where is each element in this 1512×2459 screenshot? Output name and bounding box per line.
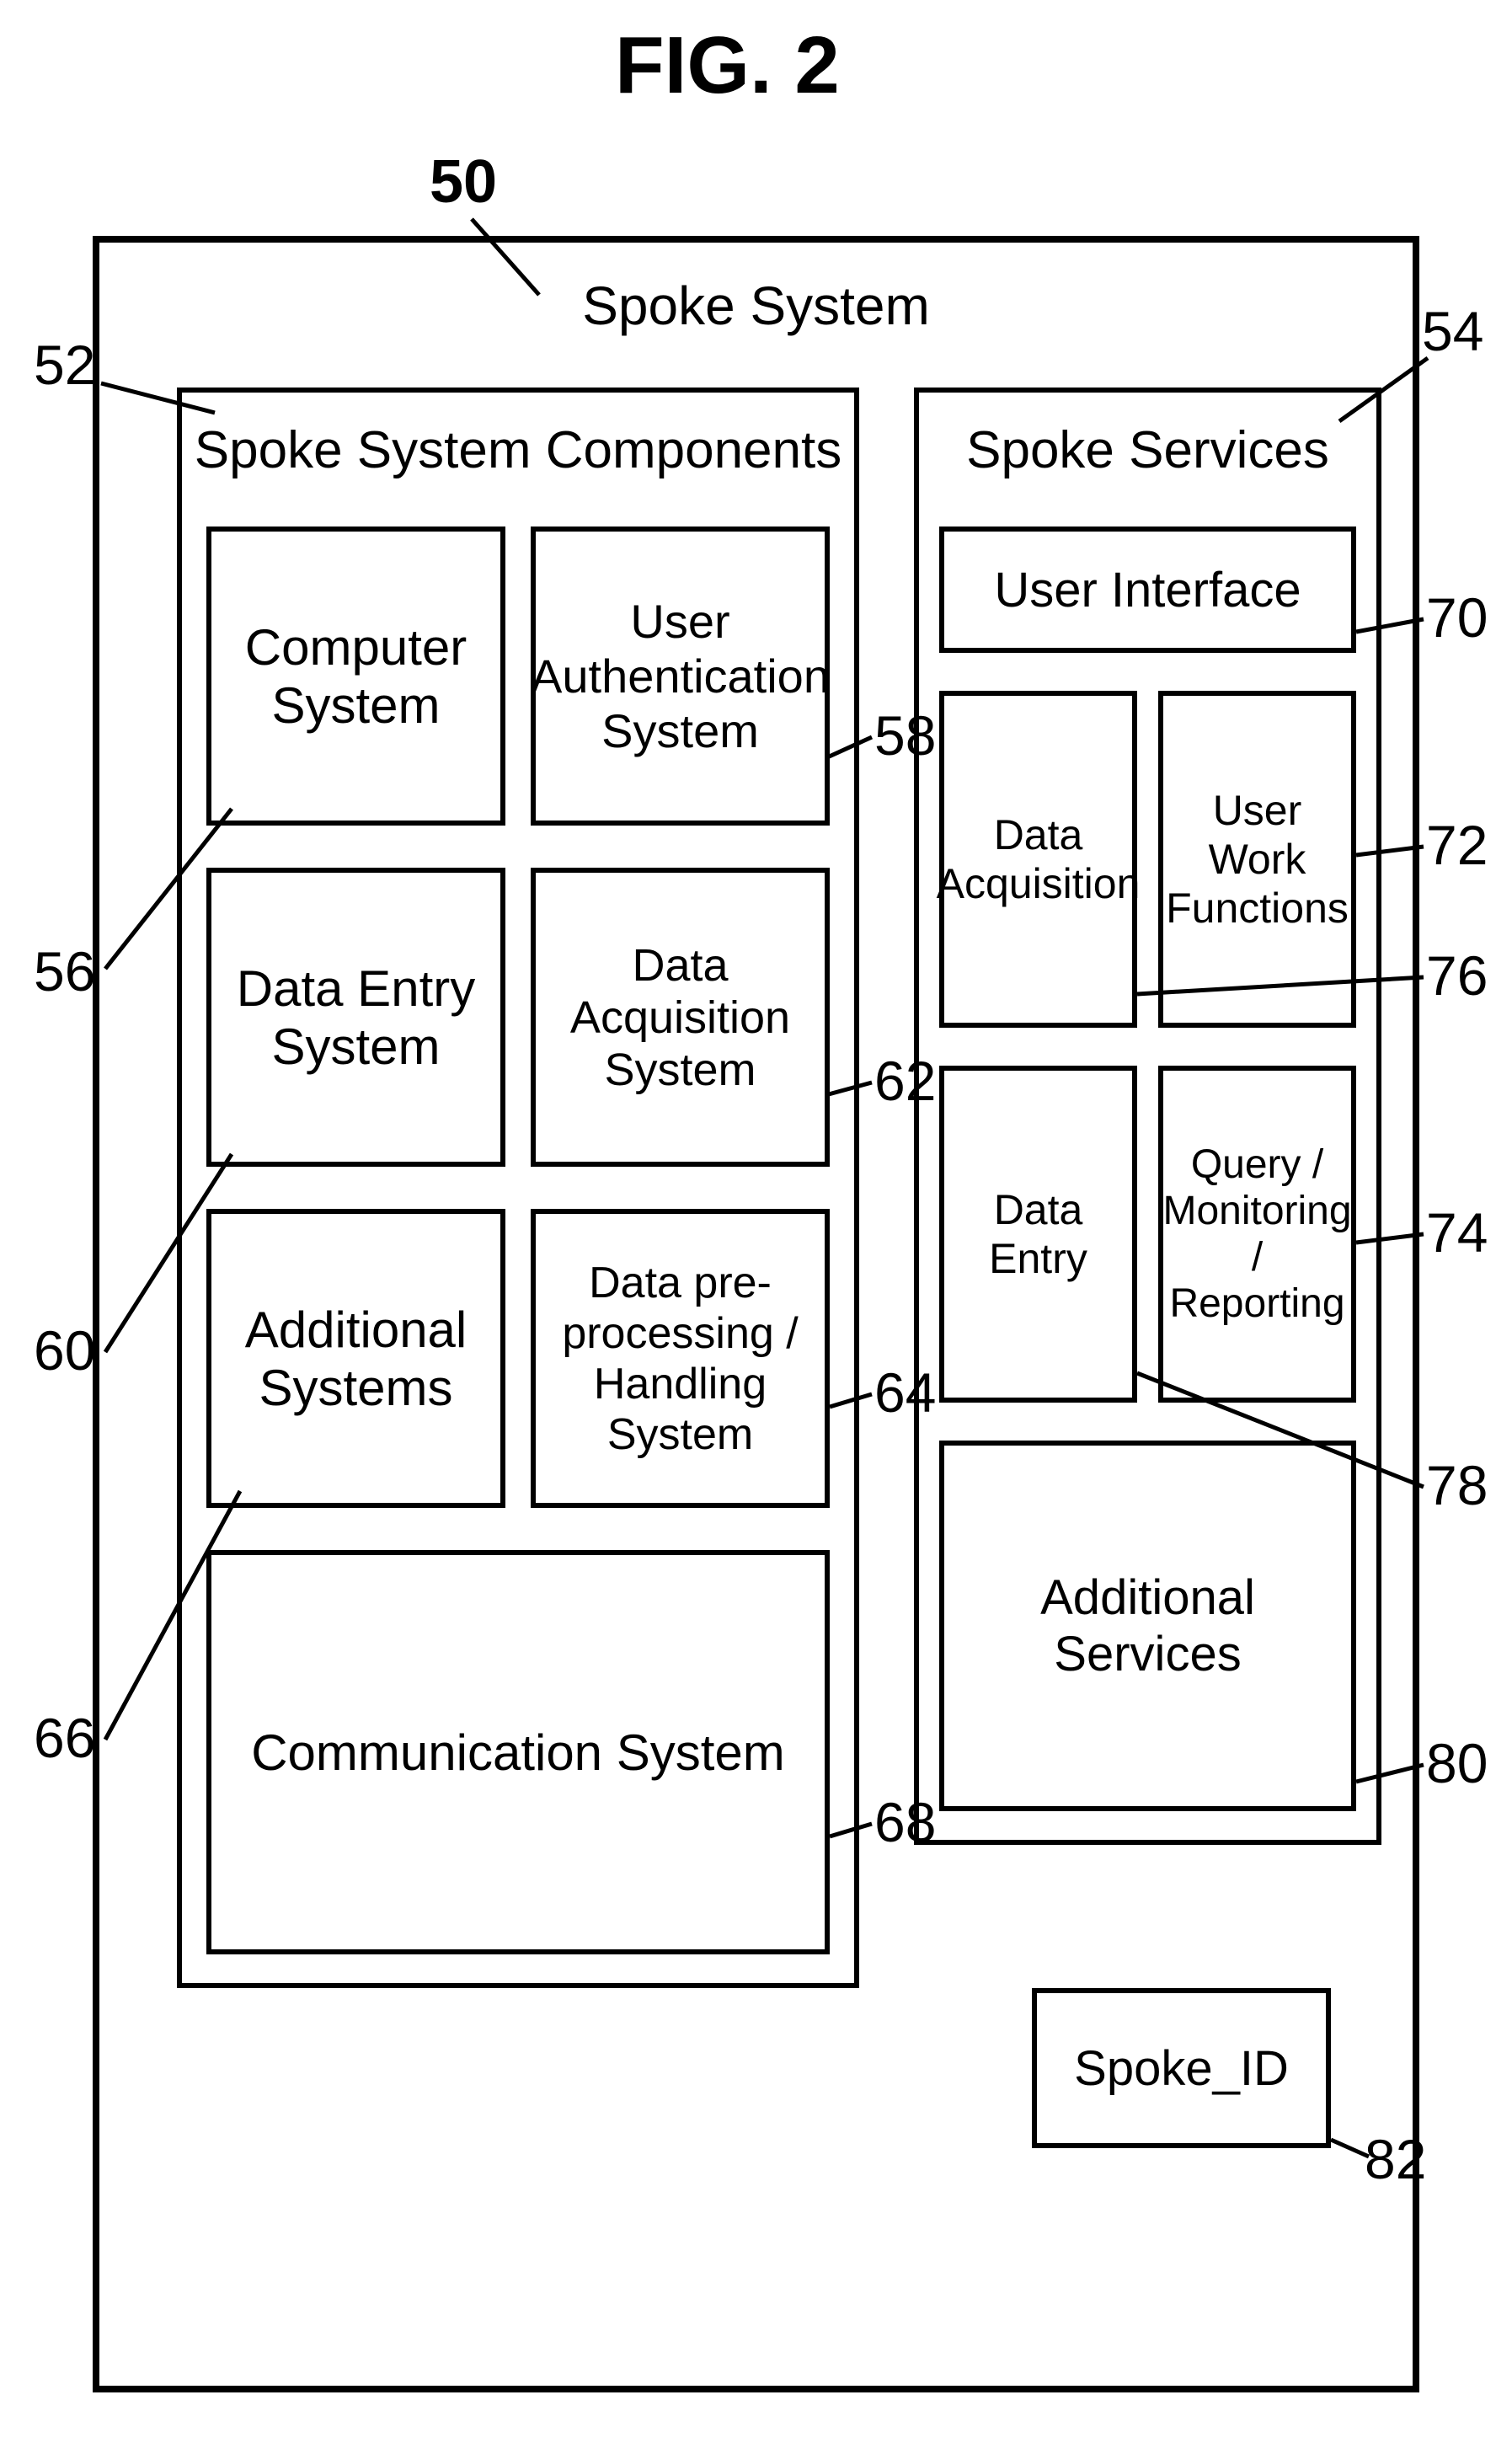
spoke-system-label: Spoke System [99,276,1413,335]
data-entry-system-label: Data Entry System [237,960,475,1076]
components-panel-title: Spoke System Components [182,422,854,479]
user-auth-label: User Authentication System [531,594,830,758]
data-entry-system-box: Data Entry System [206,868,505,1167]
additional-services-label: Additional Services [944,1569,1351,1682]
data-pre-label: Data pre- processing / Handling System [536,1258,825,1460]
computer-system-label: Computer System [245,618,467,735]
figure-2: FIG. 2 Spoke System Spoke System Compone… [25,25,1487,2434]
communication-system-box: Communication System [206,1550,830,1954]
ref-60: 60 [34,1323,95,1378]
ref-64: 64 [874,1365,936,1420]
user-interface-label: User Interface [994,562,1301,618]
ref-78: 78 [1426,1457,1488,1513]
data-acquisition-label: Data Acquisition [937,810,1141,908]
data-entry-label: Data Entry [944,1185,1132,1283]
ref-76: 76 [1426,948,1488,1003]
ref-70: 70 [1426,590,1488,645]
query-label: Query / Monitoring / Reporting [1162,1141,1351,1327]
spoke-id-label: Spoke_ID [1074,2040,1289,2097]
data-acq-system-label: Data Acquisition System [536,939,825,1096]
data-pre-box: Data pre- processing / Handling System [531,1209,830,1508]
ref-62: 62 [874,1053,936,1109]
additional-systems-label: Additional Systems [245,1301,467,1417]
ref-52: 52 [34,337,95,393]
spoke-id-box: Spoke_ID [1032,1988,1331,2148]
ref-56: 56 [34,944,95,999]
figure-title: FIG. 2 [615,25,840,106]
additional-systems-box: Additional Systems [206,1209,505,1508]
query-box: Query / Monitoring / Reporting [1158,1066,1356,1403]
user-auth-box: User Authentication System [531,527,830,826]
ref-54: 54 [1422,303,1483,359]
ref-50: 50 [430,152,497,212]
services-panel-title: Spoke Services [919,422,1376,479]
communication-system-label: Communication System [251,1724,785,1782]
ref-80: 80 [1426,1735,1488,1791]
user-work-box: User Work Functions [1158,691,1356,1028]
data-acq-system-box: Data Acquisition System [531,868,830,1167]
user-work-label: User Work Functions [1163,786,1351,933]
ref-82: 82 [1365,2131,1426,2187]
ref-74: 74 [1426,1205,1488,1260]
additional-services-box: Additional Services [939,1441,1356,1811]
ref-66: 66 [34,1710,95,1766]
computer-system-box: Computer System [206,527,505,826]
ref-72: 72 [1426,817,1488,873]
ref-68: 68 [874,1794,936,1850]
data-entry-box: Data Entry [939,1066,1137,1403]
user-interface-box: User Interface [939,527,1356,653]
ref-58: 58 [874,708,936,763]
data-acquisition-box: Data Acquisition [939,691,1137,1028]
